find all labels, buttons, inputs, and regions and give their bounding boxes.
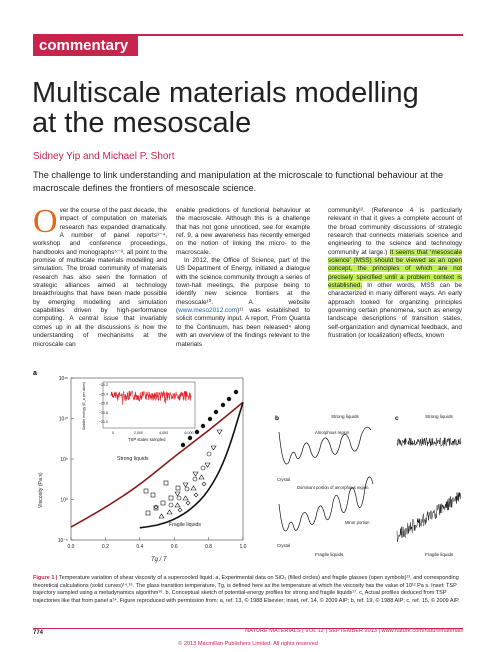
y-tick-label: 10⁻⁵: [58, 538, 68, 544]
meso-website-link[interactable]: www.meso2012.com: [178, 307, 238, 315]
inset-trace: [110, 389, 192, 405]
b-amorphous-label: Amorphous region: [315, 430, 350, 435]
body-column-2: enable predictions of functional behavio…: [176, 207, 310, 349]
x-axis-label: Tg / T: [151, 557, 168, 563]
inset-y-tick: −20.2: [99, 383, 108, 387]
x-tick-label: 0.2: [102, 544, 109, 550]
drop-cap: O: [33, 203, 58, 240]
b-fragile-label: Fragile liquids: [315, 552, 344, 557]
article-title: Multiscale materials modelling at the me…: [32, 78, 462, 138]
fragile-liquid-curve: [139, 402, 244, 529]
inset-x-tick: 4,000: [159, 431, 168, 435]
inset-y-tick: −20.4: [99, 392, 108, 396]
inset-y-tick: −20.6: [99, 402, 108, 406]
standfirst: The challenge to link understanding and …: [33, 170, 444, 193]
y-tick-label: 10⁰: [60, 498, 68, 504]
panel-c-label: c: [395, 415, 399, 422]
authors: Sidney Yip and Michael P. Short: [33, 151, 175, 162]
c-strong-label: Strong liquids: [425, 414, 454, 419]
caption-text: Temperature variation of shear viscosity…: [33, 575, 460, 604]
inset-tsp-plot: −20.2 −20.4 −20.6 −20.8 −21.0 0 2,000 4,000 6,0…: [82, 381, 196, 442]
y-axis-label: Viscosity (Pa s): [38, 472, 44, 508]
viscosity-plot: 10¹⁵ 10¹⁰ 10⁵ 10⁰ 10⁻⁵ 0.0 0.2 0.4 0.6 0.8 1.0 St…: [38, 376, 247, 563]
x-tick-label: 0.4: [136, 544, 143, 550]
section-tag: commentary: [33, 36, 138, 56]
inset-x-tick: 0: [112, 431, 114, 435]
fragile-liquids-label: Fragile liquids: [169, 522, 201, 528]
page-number: 774: [33, 630, 44, 636]
col2-para-2-cont: )¹¹ was established to solicit community…: [176, 307, 310, 348]
inset-x-tick: 6,000: [185, 431, 194, 435]
panel-b-label: b: [275, 415, 279, 422]
panel-b-sketch: [278, 426, 374, 532]
figure-1: a 10¹⁵ 10¹⁰ 10⁵ 10⁰ 10⁻⁵ 0.0 0.2 0.4 0.6 0.8 1.0 …: [33, 368, 463, 570]
title-line-2: at the mesoscale: [32, 107, 252, 139]
col3-text-a: community¹². (Reference 4 is particularl…: [328, 207, 462, 256]
inset-y-tick: −20.8: [99, 411, 108, 415]
b-minor-label: Minor portion: [345, 520, 370, 525]
col2-para-1: enable predictions of functional behavio…: [176, 207, 310, 256]
panel-a-label: a: [33, 370, 37, 377]
caption-label: Figure 1 |: [33, 575, 58, 581]
header-rule: [33, 34, 463, 36]
y-tick-label: 10¹⁰: [59, 417, 68, 423]
b-crystal-top-label: Crystal: [277, 477, 290, 482]
y-tick-label: 10¹⁵: [59, 376, 68, 382]
figure-svg: a 10¹⁵ 10¹⁰ 10⁵ 10⁰ 10⁻⁵ 0.0 0.2 0.4 0.6 0.8 1.0 …: [33, 370, 462, 563]
footer-rule: [33, 628, 463, 629]
b-strong-label: Strong liquids: [331, 414, 360, 419]
x-tick-label: 1.0: [240, 544, 247, 550]
y-tick-label: 10⁵: [60, 457, 68, 463]
figure-caption: Figure 1 | Temperature variation of shea…: [33, 575, 468, 605]
journal-info: NATURE MATERIALS | VOL 12 | SEPTEMBER 20…: [245, 628, 463, 634]
strong-liquids-label: Strong liquids: [117, 456, 149, 462]
experimental-fragile-glass-points: [143, 429, 223, 519]
panel-c-profiles: [396, 437, 462, 542]
inset-y-tick: −21.0: [99, 420, 108, 424]
col3-text-b: In other words, MSS can be characterized…: [328, 282, 462, 340]
inset-frame: [102, 381, 196, 429]
experimental-sio2-points: [180, 389, 239, 448]
x-tick-label: 0.6: [171, 544, 178, 550]
x-tick-label: 0.8: [205, 544, 212, 550]
b-crystal-bottom-label: Crystal: [277, 543, 290, 548]
title-line-1: Multiscale materials modelling: [32, 77, 419, 109]
copyright: © 2013 Macmillan Publishers Limited. All…: [178, 641, 318, 647]
x-tick-label: 0.0: [68, 544, 75, 550]
c-fragile-label: Fragile liquids: [425, 552, 454, 557]
body-column-3: community¹². (Reference 4 is particularl…: [328, 207, 462, 341]
col2-para-2: In 2012, the Office of Science, part of …: [176, 257, 310, 315]
b-dominant-label: Dominant portion of amorphous region: [297, 485, 369, 490]
strong-liquid-curve: [70, 401, 244, 528]
inset-x-tick: 2,000: [134, 431, 143, 435]
col1-text: ver the course of the past decade, the i…: [33, 207, 167, 348]
inset-x-label: TSP states sampled: [128, 437, 166, 442]
inset-y-label: Saddle energy (E_a per atom): [82, 382, 86, 430]
